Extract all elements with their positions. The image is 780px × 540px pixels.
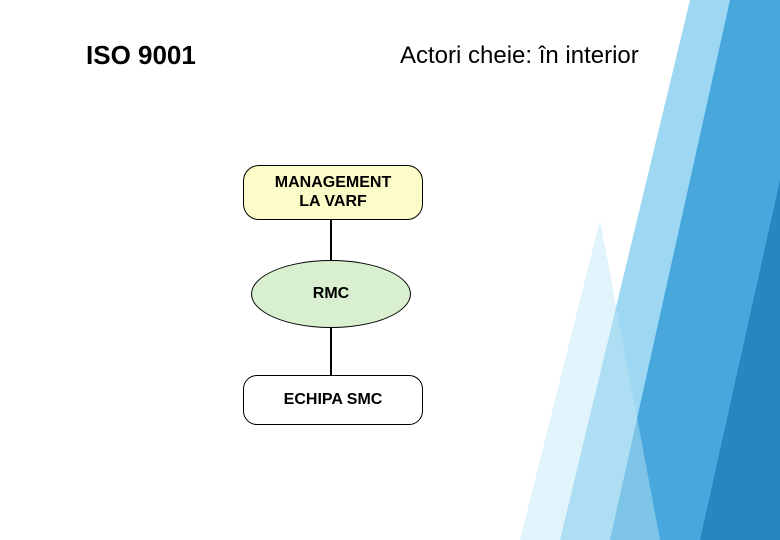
slide: ISO 9001 Actori cheie: în interior MANAG…	[0, 0, 780, 540]
node-rmc: RMC	[251, 260, 411, 328]
connector-rmc-echipa	[330, 328, 331, 375]
node-echipa: ECHIPA SMC	[243, 375, 423, 425]
background-decor	[0, 0, 780, 540]
title-right: Actori cheie: în interior	[400, 42, 639, 70]
node-label-mgmt: MANAGEMENT LA VARF	[275, 174, 391, 211]
node-label-rmc: RMC	[313, 285, 349, 303]
connector-mgmt-rmc	[330, 220, 331, 260]
node-mgmt: MANAGEMENT LA VARF	[243, 165, 423, 220]
node-label-echipa: ECHIPA SMC	[284, 391, 383, 409]
title-left: ISO 9001	[86, 40, 196, 71]
